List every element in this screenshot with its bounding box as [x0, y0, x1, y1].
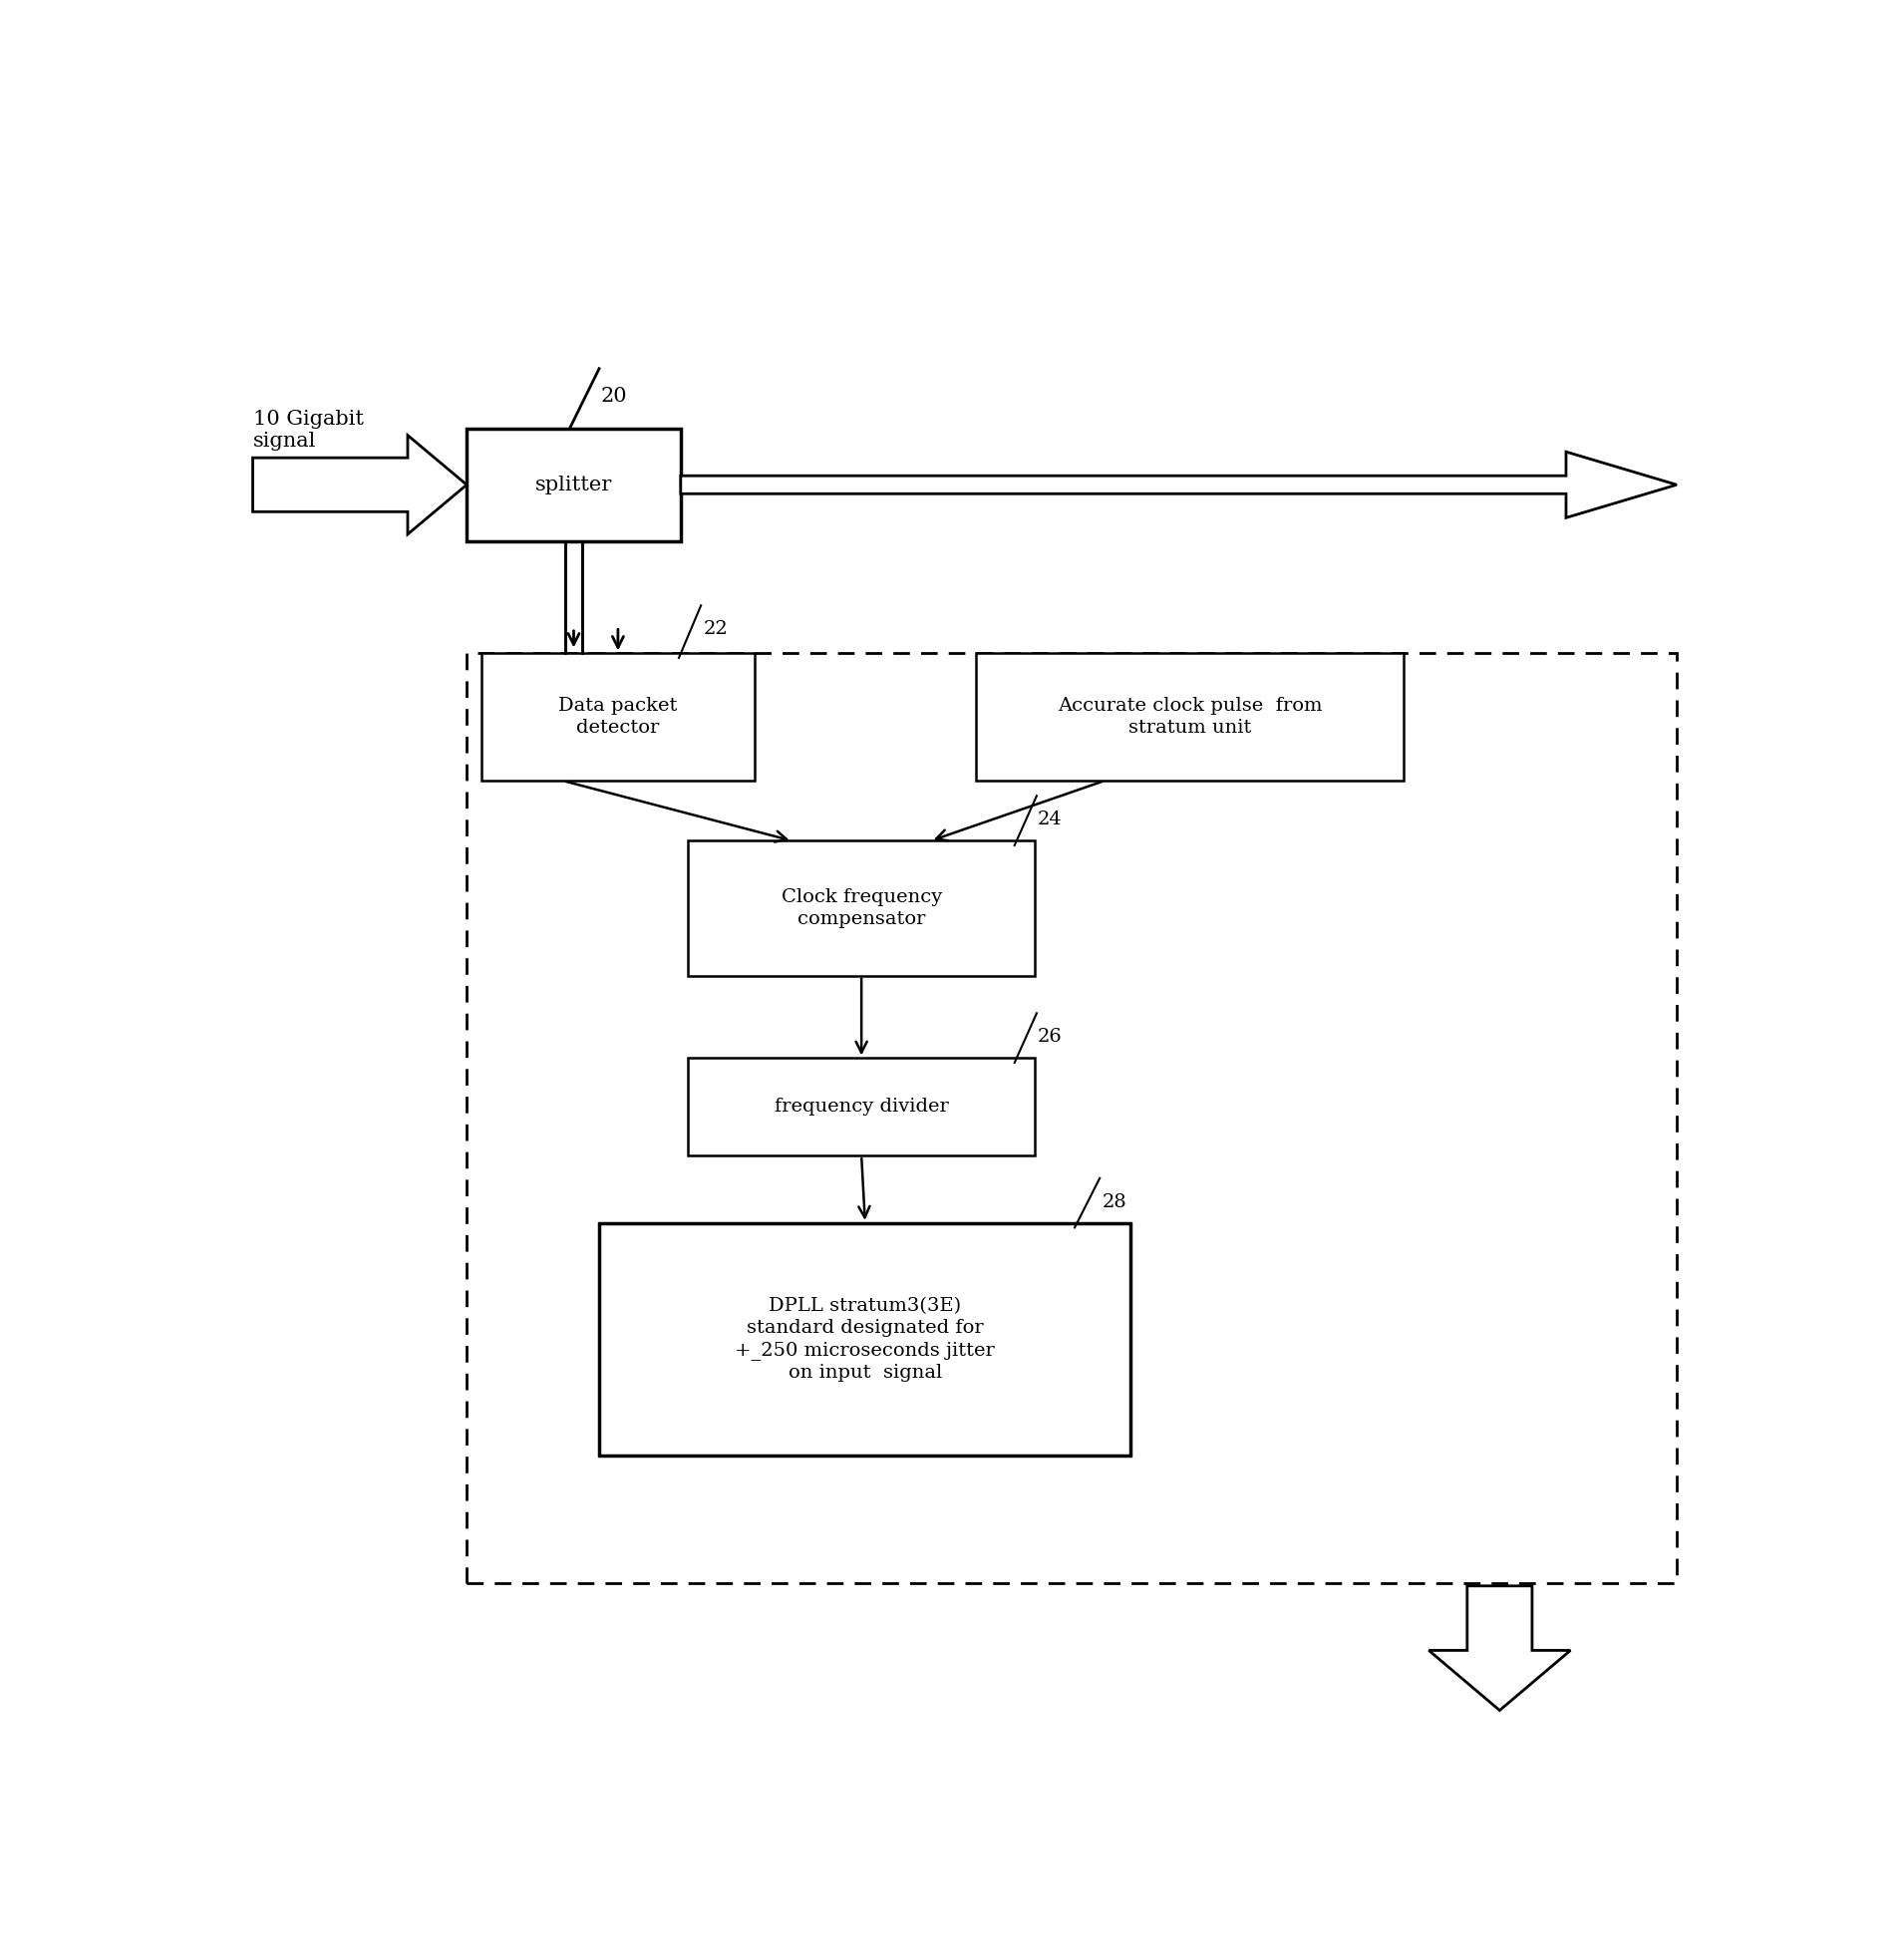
- Text: 10 Gigabit
signal: 10 Gigabit signal: [253, 409, 364, 450]
- Text: 24: 24: [1038, 810, 1062, 829]
- Polygon shape: [253, 436, 466, 533]
- Text: 28: 28: [1102, 1194, 1127, 1211]
- Text: 26: 26: [1038, 1028, 1062, 1046]
- FancyBboxPatch shape: [482, 654, 754, 781]
- FancyBboxPatch shape: [975, 654, 1403, 781]
- Polygon shape: [1428, 1587, 1571, 1709]
- Text: splitter: splitter: [535, 475, 613, 495]
- FancyBboxPatch shape: [687, 841, 1036, 975]
- Text: Data packet
detector: Data packet detector: [558, 697, 678, 738]
- Text: DPLL stratum3(3E)
standard designated for
+_250 microseconds jitter
on input  si: DPLL stratum3(3E) standard designated fo…: [735, 1297, 996, 1382]
- Polygon shape: [682, 452, 1677, 518]
- Text: 20: 20: [600, 387, 626, 407]
- Text: Accurate clock pulse  from
stratum unit: Accurate clock pulse from stratum unit: [1057, 697, 1321, 738]
- Text: 22: 22: [703, 621, 727, 639]
- Text: frequency divider: frequency divider: [775, 1098, 948, 1116]
- Text: Clock frequency
compensator: Clock frequency compensator: [781, 888, 942, 929]
- FancyBboxPatch shape: [600, 1223, 1131, 1456]
- FancyBboxPatch shape: [687, 1059, 1036, 1157]
- FancyBboxPatch shape: [466, 428, 682, 541]
